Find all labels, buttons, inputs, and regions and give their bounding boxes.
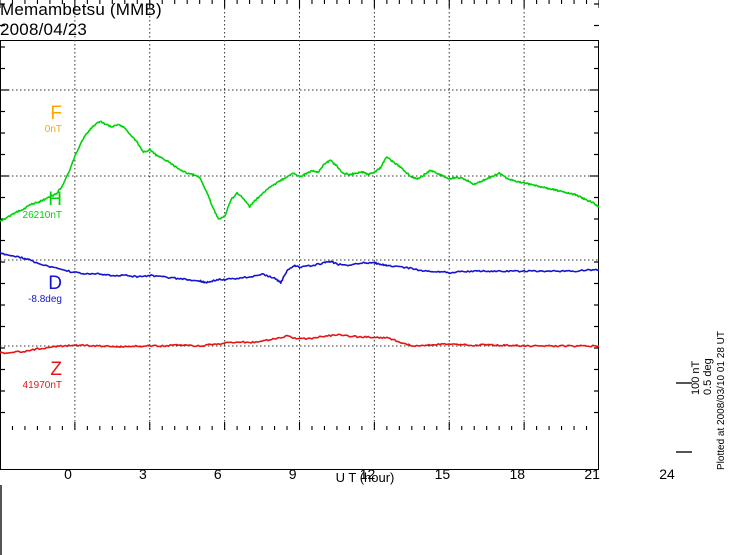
component-baseline-d: -8.8deg bbox=[28, 294, 62, 305]
component-label-f: F 0nT bbox=[4, 104, 62, 136]
scale-bar-bottom-cap bbox=[676, 451, 692, 453]
component-letter-z: Z bbox=[50, 359, 62, 380]
component-letter-d: D bbox=[48, 273, 62, 294]
gridlines bbox=[0, 0, 599, 430]
component-baseline-z: 41970nT bbox=[22, 380, 62, 391]
data-traces bbox=[0, 120, 599, 355]
x-tick-21: 21 bbox=[584, 466, 600, 482]
scale-bar-nt: 100 nT bbox=[690, 360, 702, 395]
scale-bar bbox=[0, 485, 2, 555]
axis-ticks bbox=[0, 0, 599, 430]
x-tick-9: 9 bbox=[288, 466, 297, 482]
page-title: Memambetsu (MMB) bbox=[0, 0, 162, 19]
x-tick-18: 18 bbox=[509, 466, 526, 482]
component-label-d: D -8.8deg bbox=[4, 274, 62, 306]
component-baseline-h: 26210nT bbox=[22, 210, 62, 221]
component-baseline-f: 0nT bbox=[44, 124, 62, 135]
scale-bar-deg: 0.5 deg bbox=[702, 358, 714, 395]
x-tick-12: 12 bbox=[359, 466, 376, 482]
x-tick-0: 0 bbox=[64, 466, 72, 482]
x-tick-15: 15 bbox=[434, 466, 451, 482]
x-tick-6: 6 bbox=[213, 466, 222, 482]
component-label-z: Z 41970nT bbox=[4, 360, 62, 392]
magnetogram-svg bbox=[0, 0, 599, 430]
x-axis-label: U T (hour) bbox=[335, 470, 395, 485]
observation-date: 2008/04/23 bbox=[0, 20, 88, 39]
x-tick-3: 3 bbox=[138, 466, 147, 482]
magnetogram-plot-area bbox=[0, 0, 599, 470]
component-letter-f: F bbox=[50, 103, 62, 124]
x-tick-24: 24 bbox=[659, 466, 675, 482]
plotted-at-text: Plotted at 2008/03/10 01 28 UT bbox=[716, 331, 727, 470]
scale-bar-top-cap bbox=[676, 382, 692, 384]
scale-bar-labels: 100 nT 0.5 deg bbox=[690, 325, 714, 395]
